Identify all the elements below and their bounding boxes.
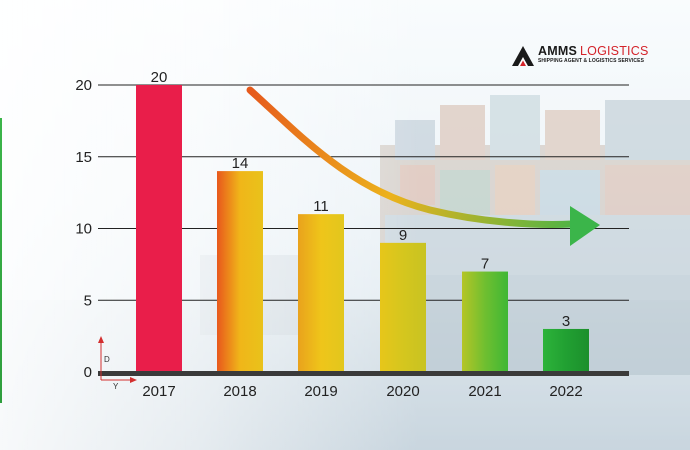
- logo-text: AMMS LOGISTICS SHIPPING AGENT & LOGISTICS…: [538, 45, 648, 65]
- data-label-2021: 7: [481, 256, 489, 273]
- trend-arrow: [246, 86, 600, 246]
- left-accent-bar: [0, 118, 2, 403]
- x-tick-label-2022: 2022: [549, 383, 582, 400]
- logo-tagline: SHIPPING AGENT & LOGISTICS SERVICES: [538, 58, 645, 64]
- axis-indicator-y-label: Y: [113, 382, 119, 391]
- data-label-2022: 3: [562, 313, 570, 330]
- x-tick-label-2021: 2021: [468, 383, 501, 400]
- y-axis-ticks: 0 5 10 15 20: [75, 77, 92, 381]
- y-tick-label-20: 20: [75, 77, 92, 94]
- gridlines: [98, 84, 629, 301]
- data-label-2018: 14: [232, 155, 249, 172]
- data-label-2017: 20: [151, 69, 168, 86]
- logo-brand: AMMS: [538, 44, 577, 58]
- x-axis-baseline: [98, 371, 629, 376]
- x-tick-label-2020: 2020: [386, 383, 419, 400]
- bar-2021: [462, 271, 508, 372]
- x-axis-ticks: 2017 2018 2019 2020 2021 2022: [142, 383, 582, 400]
- bar-2022: [543, 328, 589, 372]
- y-tick-label-10: 10: [75, 221, 92, 238]
- bar-2020: [380, 242, 426, 372]
- data-labels: 20 14 11 9 7 3: [151, 69, 571, 330]
- y-tick-label-5: 5: [84, 292, 92, 309]
- logo-brand-suffix: LOGISTICS: [580, 44, 649, 58]
- bar-2017: [136, 85, 182, 372]
- arrow-head: [570, 206, 600, 246]
- data-label-2020: 9: [399, 227, 407, 244]
- bar-2019: [298, 214, 344, 372]
- y-tick-label-0: 0: [84, 364, 92, 381]
- axis-indicator: D Y: [98, 336, 137, 391]
- y-tick-label-15: 15: [75, 149, 92, 166]
- logo-mountain-icon: [512, 46, 534, 66]
- bars: [136, 85, 589, 372]
- x-tick-label-2019: 2019: [304, 383, 337, 400]
- x-tick-label-2017: 2017: [142, 383, 175, 400]
- axis-indicator-d-label: D: [104, 355, 110, 364]
- data-label-2019: 11: [313, 198, 329, 215]
- x-tick-label-2018: 2018: [223, 383, 256, 400]
- bar-2018: [217, 171, 263, 372]
- company-logo: AMMS LOGISTICS SHIPPING AGENT & LOGISTICS…: [512, 45, 682, 69]
